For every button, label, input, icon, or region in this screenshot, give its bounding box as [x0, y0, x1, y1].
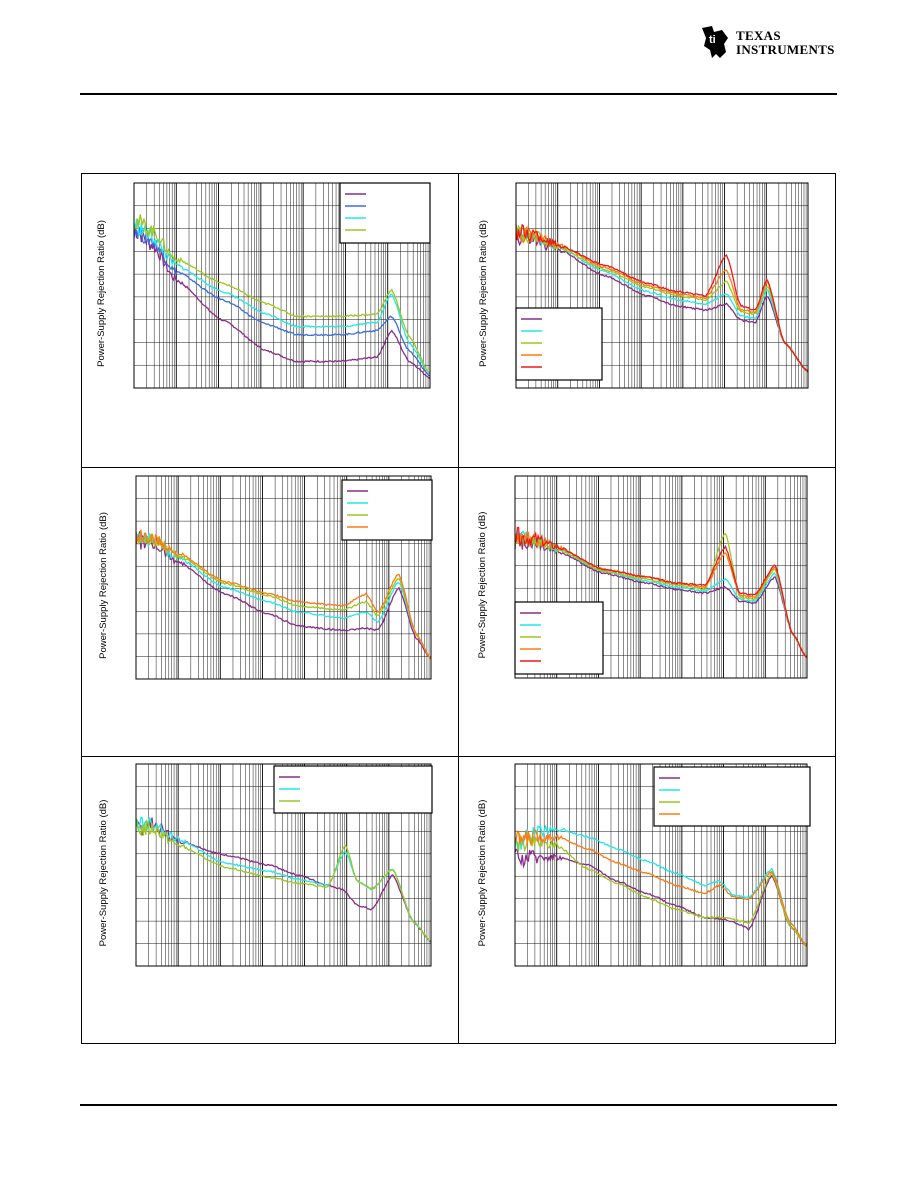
figure-grid-divider-1	[81, 467, 836, 468]
series-line-cyan	[514, 824, 808, 946]
series-line-green	[514, 532, 808, 659]
logo-line-2: INSTRUMENTS	[736, 42, 835, 57]
series-line-purple	[135, 531, 432, 659]
plot-border	[133, 182, 431, 389]
ti-state-logo-icon: ti	[702, 26, 728, 58]
series-line-cyan	[514, 529, 808, 659]
series-line-green	[514, 832, 808, 947]
logo-line-1: TEXAS	[736, 28, 781, 43]
y-axis-label: Power-Supply Rejection Ratio (dB)	[477, 800, 488, 947]
grid-lines	[514, 476, 807, 678]
y-axis-label: Power-Supply Rejection Ratio (dB)	[478, 220, 489, 367]
series-line-cyan	[515, 226, 808, 373]
y-axis-label: Power-Supply Rejection Ratio (dB)	[96, 220, 107, 367]
y-axis-label: Power-Supply Rejection Ratio (dB)	[98, 512, 109, 659]
plot-border	[135, 763, 432, 967]
header-rule	[80, 93, 837, 95]
series-line-purple	[514, 531, 808, 658]
figure-grid-divider-2	[81, 756, 836, 757]
legend	[341, 479, 433, 541]
plot-border	[514, 763, 808, 967]
legend	[339, 182, 431, 244]
footer-rule	[80, 1104, 837, 1106]
series-line-blue	[133, 224, 431, 377]
legend-box	[514, 601, 604, 675]
series-line-green	[133, 214, 431, 374]
plot-border	[135, 475, 432, 680]
psrr-chart-1: Power-Supply Rejection Ratio (dB)	[96, 182, 431, 389]
series-line-orange	[514, 829, 808, 947]
legend	[653, 766, 811, 827]
plot-border	[515, 182, 809, 389]
psrr-chart-4: Power-Supply Rejection Ratio (dB)	[477, 475, 808, 679]
legend-box	[339, 182, 431, 244]
series-line-cyan	[133, 218, 431, 375]
legend-box	[515, 307, 603, 381]
series-line-purple	[133, 226, 431, 379]
legend	[514, 601, 604, 675]
series-line-purple	[515, 232, 809, 373]
series-line-green	[135, 818, 432, 942]
legend	[515, 307, 603, 381]
legend-box	[341, 479, 433, 541]
series-line-purple	[514, 848, 808, 947]
y-axis-label: Power-Supply Rejection Ratio (dB)	[98, 800, 109, 947]
series-line-purple	[135, 817, 432, 943]
series-line-green	[515, 225, 808, 372]
legend	[273, 765, 433, 814]
y-axis-label: Power-Supply Rejection Ratio (dB)	[477, 512, 488, 659]
figure-grid-vertical-divider	[458, 173, 459, 1044]
psrr-chart-5: Power-Supply Rejection Ratio (dB)	[98, 763, 433, 967]
grid-lines	[135, 764, 431, 966]
legend-box	[273, 765, 433, 814]
psrr-chart-2: Power-Supply Rejection Ratio (dB)	[478, 182, 809, 389]
series-line-orange	[135, 529, 432, 660]
series-line-red	[515, 223, 809, 373]
legend-box	[653, 766, 811, 827]
series-line-red	[514, 526, 808, 658]
svg-text:ti: ti	[709, 34, 716, 46]
series-line-green	[135, 534, 432, 660]
plot-border	[514, 475, 808, 679]
ti-logo: ti TEXAS INSTRUMENTS	[698, 22, 838, 66]
psrr-chart-3: Power-Supply Rejection Ratio (dB)	[98, 475, 433, 680]
psrr-chart-6: Power-Supply Rejection Ratio (dB)	[477, 763, 811, 967]
series-line-orange	[515, 223, 809, 373]
